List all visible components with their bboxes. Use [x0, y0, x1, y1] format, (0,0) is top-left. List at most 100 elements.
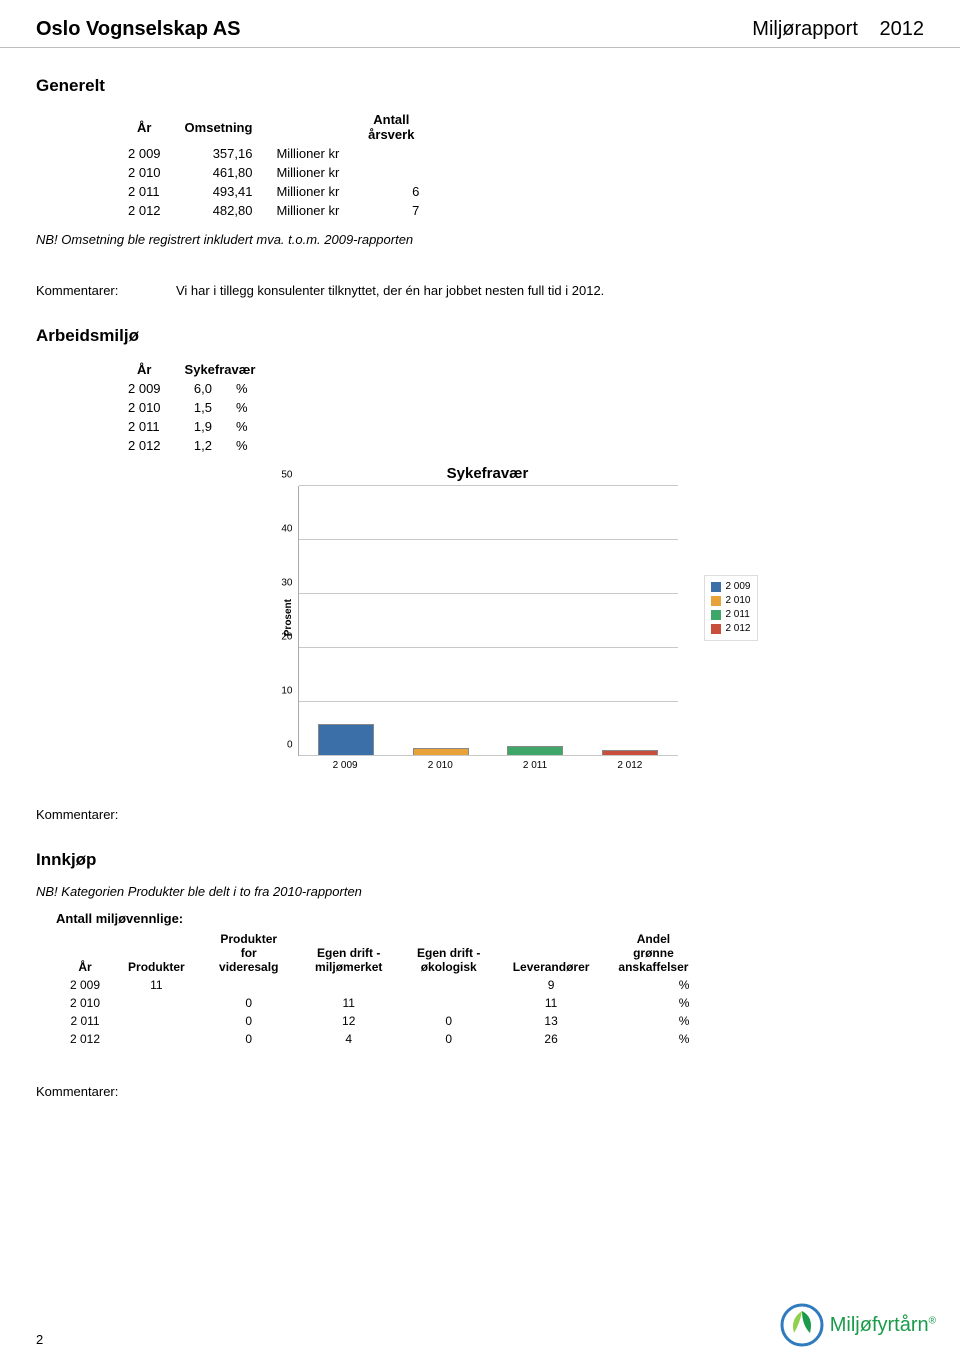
- legend-label: 2 009: [725, 580, 750, 594]
- chart-xtick: 2 011: [523, 760, 547, 771]
- cell-videresalg: [199, 976, 299, 994]
- table-row: 2 0101,5%: [116, 398, 267, 417]
- col-year: År: [116, 110, 173, 144]
- section-innkjop-heading: Innkjøp: [36, 850, 924, 870]
- cell-antall: [351, 163, 431, 182]
- kommentar-text: Vi har i tillegg konsulenter tilknyttet,…: [176, 283, 604, 298]
- cell-value: 357,16: [173, 144, 265, 163]
- legend-item: 2 009: [711, 580, 750, 594]
- page-footer: 2 Miljøfyrtårn®: [36, 1303, 936, 1347]
- cell-lever: 13: [499, 1012, 604, 1030]
- page-header: Oslo Vognselskap AS Miljørapport 2012: [0, 0, 960, 48]
- table-row: 2 01204026%: [56, 1030, 703, 1048]
- cell-lever: 11: [499, 994, 604, 1012]
- cell-egen-oko: [399, 976, 499, 994]
- cell-unit: Millioner kr: [264, 163, 351, 182]
- legend-swatch: [711, 596, 721, 606]
- cell-andel: %: [603, 1030, 703, 1048]
- cell-unit: Millioner kr: [264, 144, 351, 163]
- chart-ytick: 30: [281, 578, 292, 589]
- logo-text: Miljøfyrtårn®: [830, 1314, 936, 1337]
- legend-label: 2 012: [725, 622, 750, 636]
- section-generelt-heading: Generelt: [36, 76, 924, 96]
- cell-lever: 26: [499, 1030, 604, 1048]
- cell-year: 2 009: [116, 144, 173, 163]
- leaf-icon: [780, 1303, 824, 1347]
- arbeidsmiljo-kommentar: Kommentarer:: [36, 807, 924, 822]
- chart-ytick: 0: [287, 740, 293, 751]
- table-row: 2 01001111%: [56, 994, 703, 1012]
- cell-value: 1,2: [173, 436, 224, 455]
- chart-ytick: 40: [281, 524, 292, 535]
- table-row: 2 011012013%: [56, 1012, 703, 1030]
- cell-unit: Millioner kr: [264, 182, 351, 201]
- col-lever: Leverandører: [499, 930, 604, 976]
- chart-bar: [318, 724, 374, 756]
- generelt-table-wrap: År Omsetning Antall årsverk 2 009357,16M…: [116, 110, 924, 220]
- chart-box: Sykefravær 01020304050 2 0092 0102 0112 …: [298, 465, 678, 771]
- innkjop-table: År Produkter Produkter for videresalg Eg…: [56, 930, 703, 1048]
- col-egen-oko: Egen drift - økologisk: [399, 930, 499, 976]
- table-row: 2 009119%: [56, 976, 703, 994]
- generelt-kommentar: Kommentarer: Vi har i tillegg konsulente…: [36, 283, 924, 298]
- chart-xaxis: 2 0092 0102 0112 012: [298, 760, 678, 771]
- legend-item: 2 011: [711, 608, 750, 622]
- cell-value: 493,41: [173, 182, 265, 201]
- innkjop-note: NB! Kategorien Produkter ble delt i to f…: [36, 884, 924, 899]
- chart-legend: 2 0092 0102 0112 012: [704, 575, 757, 641]
- legend-swatch: [711, 624, 721, 634]
- table-row: 2 012482,80Millioner kr7: [116, 201, 431, 220]
- cell-value: 6,0: [173, 379, 224, 398]
- cell-antall: 7: [351, 201, 431, 220]
- chart-gridline: [299, 539, 678, 540]
- sykefravaer-chart: Prosent Sykefravær 01020304050 2 0092 01…: [36, 465, 924, 771]
- chart-gridline: [299, 593, 678, 594]
- cell-lever: 9: [499, 976, 604, 994]
- miljofyrtarn-logo: Miljøfyrtårn®: [780, 1303, 936, 1347]
- kommentar-label: Kommentarer:: [36, 283, 176, 298]
- cell-produkter: [114, 994, 199, 1012]
- report-title-block: Miljørapport 2012: [752, 18, 924, 41]
- table-row: 2 011493,41Millioner kr6: [116, 182, 431, 201]
- cell-produkter: 11: [114, 976, 199, 994]
- cell-year: 2 010: [116, 398, 173, 417]
- cell-egen-miljo: 11: [299, 994, 399, 1012]
- generelt-table: År Omsetning Antall årsverk 2 009357,16M…: [116, 110, 431, 220]
- chart-xtick: 2 009: [333, 760, 358, 771]
- chart-xtick: 2 012: [617, 760, 642, 771]
- cell-unit: %: [224, 398, 267, 417]
- col-year: År: [116, 360, 173, 379]
- innkjop-kommentar: Kommentarer:: [36, 1084, 924, 1099]
- cell-antall: [351, 144, 431, 163]
- legend-label: 2 011: [725, 608, 749, 622]
- cell-andel: %: [603, 1012, 703, 1030]
- cell-unit: %: [224, 436, 267, 455]
- cell-egen-miljo: 4: [299, 1030, 399, 1048]
- arbeidsmiljo-table: År Sykefravær 2 0096,0%2 0101,5%2 0111,9…: [116, 360, 267, 455]
- report-title: Miljørapport: [752, 18, 858, 40]
- col-antall: Antall årsverk: [351, 110, 431, 144]
- cell-year: 2 010: [116, 163, 173, 182]
- chart-bars: [299, 486, 678, 756]
- cell-videresalg: 0: [199, 994, 299, 1012]
- cell-egen-miljo: [299, 976, 399, 994]
- chart-ytick: 20: [281, 632, 292, 643]
- cell-year: 2 009: [116, 379, 173, 398]
- legend-label: 2 010: [725, 594, 750, 608]
- cell-value: 1,5: [173, 398, 224, 417]
- legend-swatch: [711, 582, 721, 592]
- cell-videresalg: 0: [199, 1030, 299, 1048]
- cell-videresalg: 0: [199, 1012, 299, 1030]
- cell-egen-miljo: 12: [299, 1012, 399, 1030]
- cell-egen-oko: 0: [399, 1030, 499, 1048]
- innkjop-table-wrap: Antall miljøvennlige: År Produkter Produ…: [56, 911, 924, 1048]
- cell-egen-oko: [399, 994, 499, 1012]
- cell-antall: 6: [351, 182, 431, 201]
- cell-year: 2 011: [116, 417, 173, 436]
- cell-andel: %: [603, 976, 703, 994]
- section-arbeidsmiljo-heading: Arbeidsmiljø: [36, 326, 924, 346]
- cell-unit: %: [224, 379, 267, 398]
- col-produkter: Produkter: [114, 930, 199, 976]
- cell-andel: %: [603, 994, 703, 1012]
- legend-item: 2 012: [711, 622, 750, 636]
